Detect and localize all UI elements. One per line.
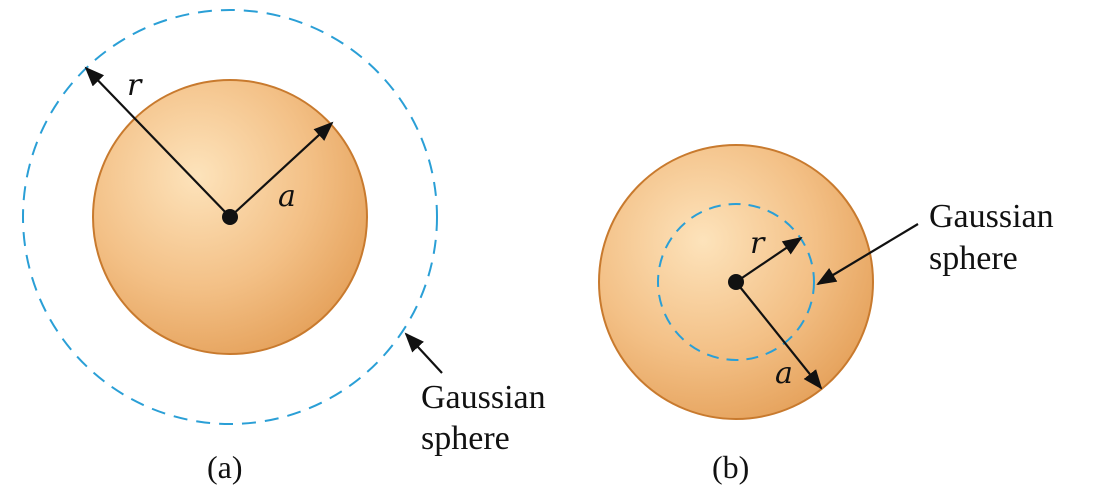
- panel-b: r a Gaussian sphere (b): [598, 144, 1054, 485]
- label-a-a: a: [278, 179, 296, 214]
- gaussian-pointer-arrow-b: [816, 223, 919, 286]
- gaussian-label-line1-a: Gaussian: [421, 379, 546, 416]
- gaussian-pointer-arrow-a: [404, 332, 443, 374]
- gaussian-label-line2-a: sphere: [421, 420, 510, 457]
- radius-arrow-r-b: [735, 236, 803, 283]
- center-dot-icon: [222, 209, 238, 225]
- label-r-b: r: [750, 226, 766, 261]
- radius-arrow-r-a: [84, 66, 231, 218]
- radius-arrow-a-b: [735, 281, 823, 390]
- panel-a: r a Gaussian sphere (a): [22, 9, 546, 485]
- gaussian-label-line1-b: Gaussian: [929, 198, 1054, 235]
- label-a-b: a: [775, 356, 793, 391]
- label-r-a: r: [127, 68, 143, 103]
- gaussian-label-line2-b: sphere: [929, 240, 1018, 277]
- gaussian-sphere-a: [22, 9, 438, 425]
- panel-caption-b: (b): [712, 449, 749, 485]
- radius-arrow-a-a: [229, 121, 334, 218]
- gaussian-sphere-b: [657, 203, 815, 361]
- panel-caption-a: (a): [207, 449, 243, 485]
- center-dot-icon: [728, 274, 744, 290]
